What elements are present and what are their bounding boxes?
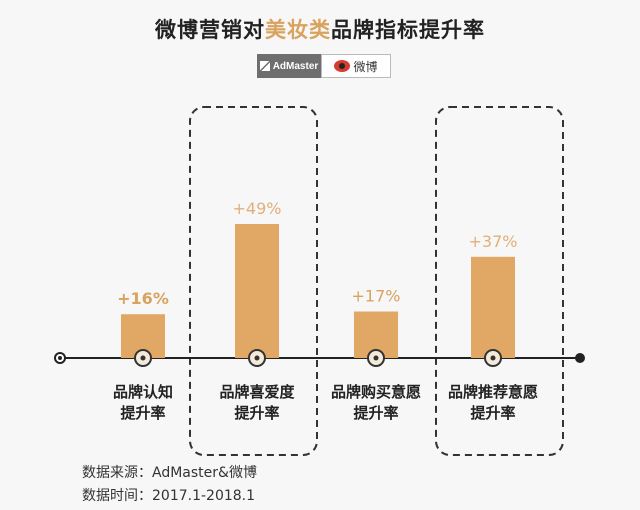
category-label: 品牌购买意愿 提升率: [311, 382, 441, 424]
highlight-box: [189, 106, 318, 456]
category-label-line: 品牌推荐意愿: [447, 383, 538, 401]
category-label-line: 品牌购买意愿: [330, 383, 421, 401]
data-label: +49%: [233, 199, 282, 218]
source-note: 数据来源：AdMaster&微博: [82, 465, 257, 481]
axis-start-dot: [58, 356, 62, 360]
bar: [235, 224, 279, 358]
admaster-logo: AdMaster: [257, 54, 321, 78]
chart-title: 微博营销对美妆类品牌指标提升率: [155, 18, 485, 42]
data-label: +37%: [469, 232, 518, 251]
admaster-mark-icon: [259, 61, 270, 71]
axis-marker-dot: [373, 355, 379, 361]
axis-marker-dot: [254, 355, 260, 361]
title-highlight: 美妆类: [265, 18, 331, 42]
highlight-box: [435, 106, 564, 456]
category-label: 品牌认知 提升率: [78, 382, 208, 424]
category-label-line: 提升率: [470, 404, 516, 422]
axis-marker-dot: [490, 355, 496, 361]
category-label-line: 提升率: [234, 404, 280, 422]
category-label: 品牌喜爱度 提升率: [192, 382, 322, 424]
period-note: 数据时间：2017.1-2018.1: [82, 488, 256, 504]
logo-bar: AdMaster 微博: [257, 54, 391, 78]
data-label: +17%: [352, 287, 401, 306]
category-label-line: 提升率: [353, 404, 399, 422]
bar: [471, 256, 515, 358]
weibo-logo: 微博: [321, 54, 391, 78]
axis-end-node: [575, 353, 585, 363]
axis-marker-dot: [140, 355, 146, 361]
category-label-line: 提升率: [120, 404, 166, 422]
data-label: +16%: [117, 289, 169, 308]
weibo-eye-icon: [334, 60, 351, 72]
category-label-line: 品牌喜爱度: [219, 383, 295, 401]
category-label-line: 品牌认知: [112, 383, 173, 401]
category-label: 品牌推荐意愿 提升率: [428, 382, 558, 424]
